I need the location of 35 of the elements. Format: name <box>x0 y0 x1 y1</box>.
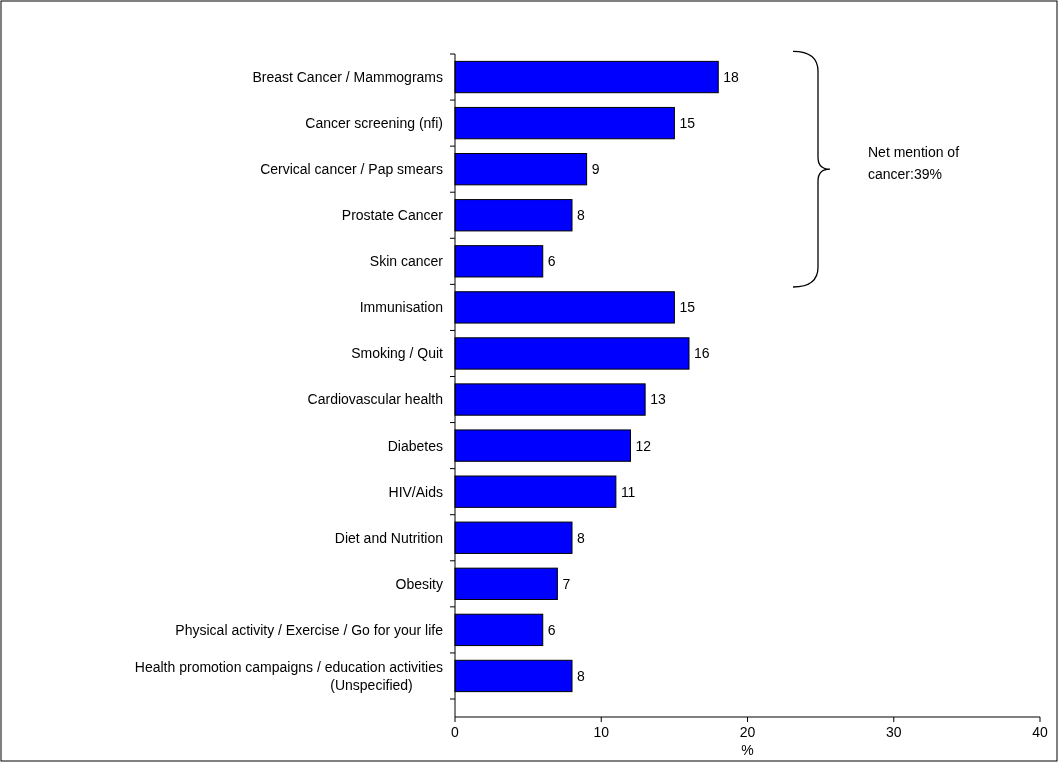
y-tick-label: Cardiovascular health <box>307 391 443 408</box>
y-tick-label: Breast Cancer / Mammograms <box>252 68 443 85</box>
y-tick-label: Health promotion campaigns / education activities (Unspecified) <box>134 658 443 693</box>
data-label: 8 <box>577 207 585 224</box>
y-tick-label: Cervical cancer / Pap smears <box>260 161 443 178</box>
data-label: 6 <box>547 253 556 270</box>
data-label: 15 <box>679 299 696 316</box>
x-tick-label: 10 <box>593 724 610 740</box>
x-tick-label: 0 <box>451 724 460 740</box>
data-label: 13 <box>650 391 666 408</box>
y-tick-label: Immunisation <box>359 299 443 316</box>
data-label: 8 <box>577 529 585 546</box>
x-axis-title: % <box>741 742 754 758</box>
annotation: Net mention of cancer:39% <box>868 144 960 183</box>
y-tick-label: Diet and Nutrition <box>334 529 443 546</box>
y-tick-label: Skin cancer <box>369 253 444 270</box>
y-tick-label: Obesity <box>395 575 443 592</box>
y-tick-label: HIV/Aids <box>388 483 443 500</box>
y-tick-label: Physical activity / Exercise / Go for your life <box>175 621 444 638</box>
data-label: 8 <box>577 667 585 684</box>
data-label: 7 <box>562 575 571 592</box>
x-tick-label: 40 <box>1032 724 1048 740</box>
y-tick-label: Cancer screening (nfi) <box>305 115 443 132</box>
y-tick-label: Prostate Cancer <box>341 207 444 224</box>
y-tick-label: Diabetes <box>387 437 443 454</box>
data-label: 18 <box>723 68 740 85</box>
data-label: 9 <box>591 161 600 178</box>
data-label: 11 <box>620 483 636 500</box>
data-label: 15 <box>679 115 696 132</box>
data-label: 6 <box>547 621 556 638</box>
x-tick-label: 30 <box>885 724 902 740</box>
y-tick-label: Smoking / Quit <box>351 345 444 362</box>
x-tick-label: 20 <box>739 724 756 740</box>
data-label: 16 <box>694 345 710 362</box>
data-label: 12 <box>635 437 652 454</box>
